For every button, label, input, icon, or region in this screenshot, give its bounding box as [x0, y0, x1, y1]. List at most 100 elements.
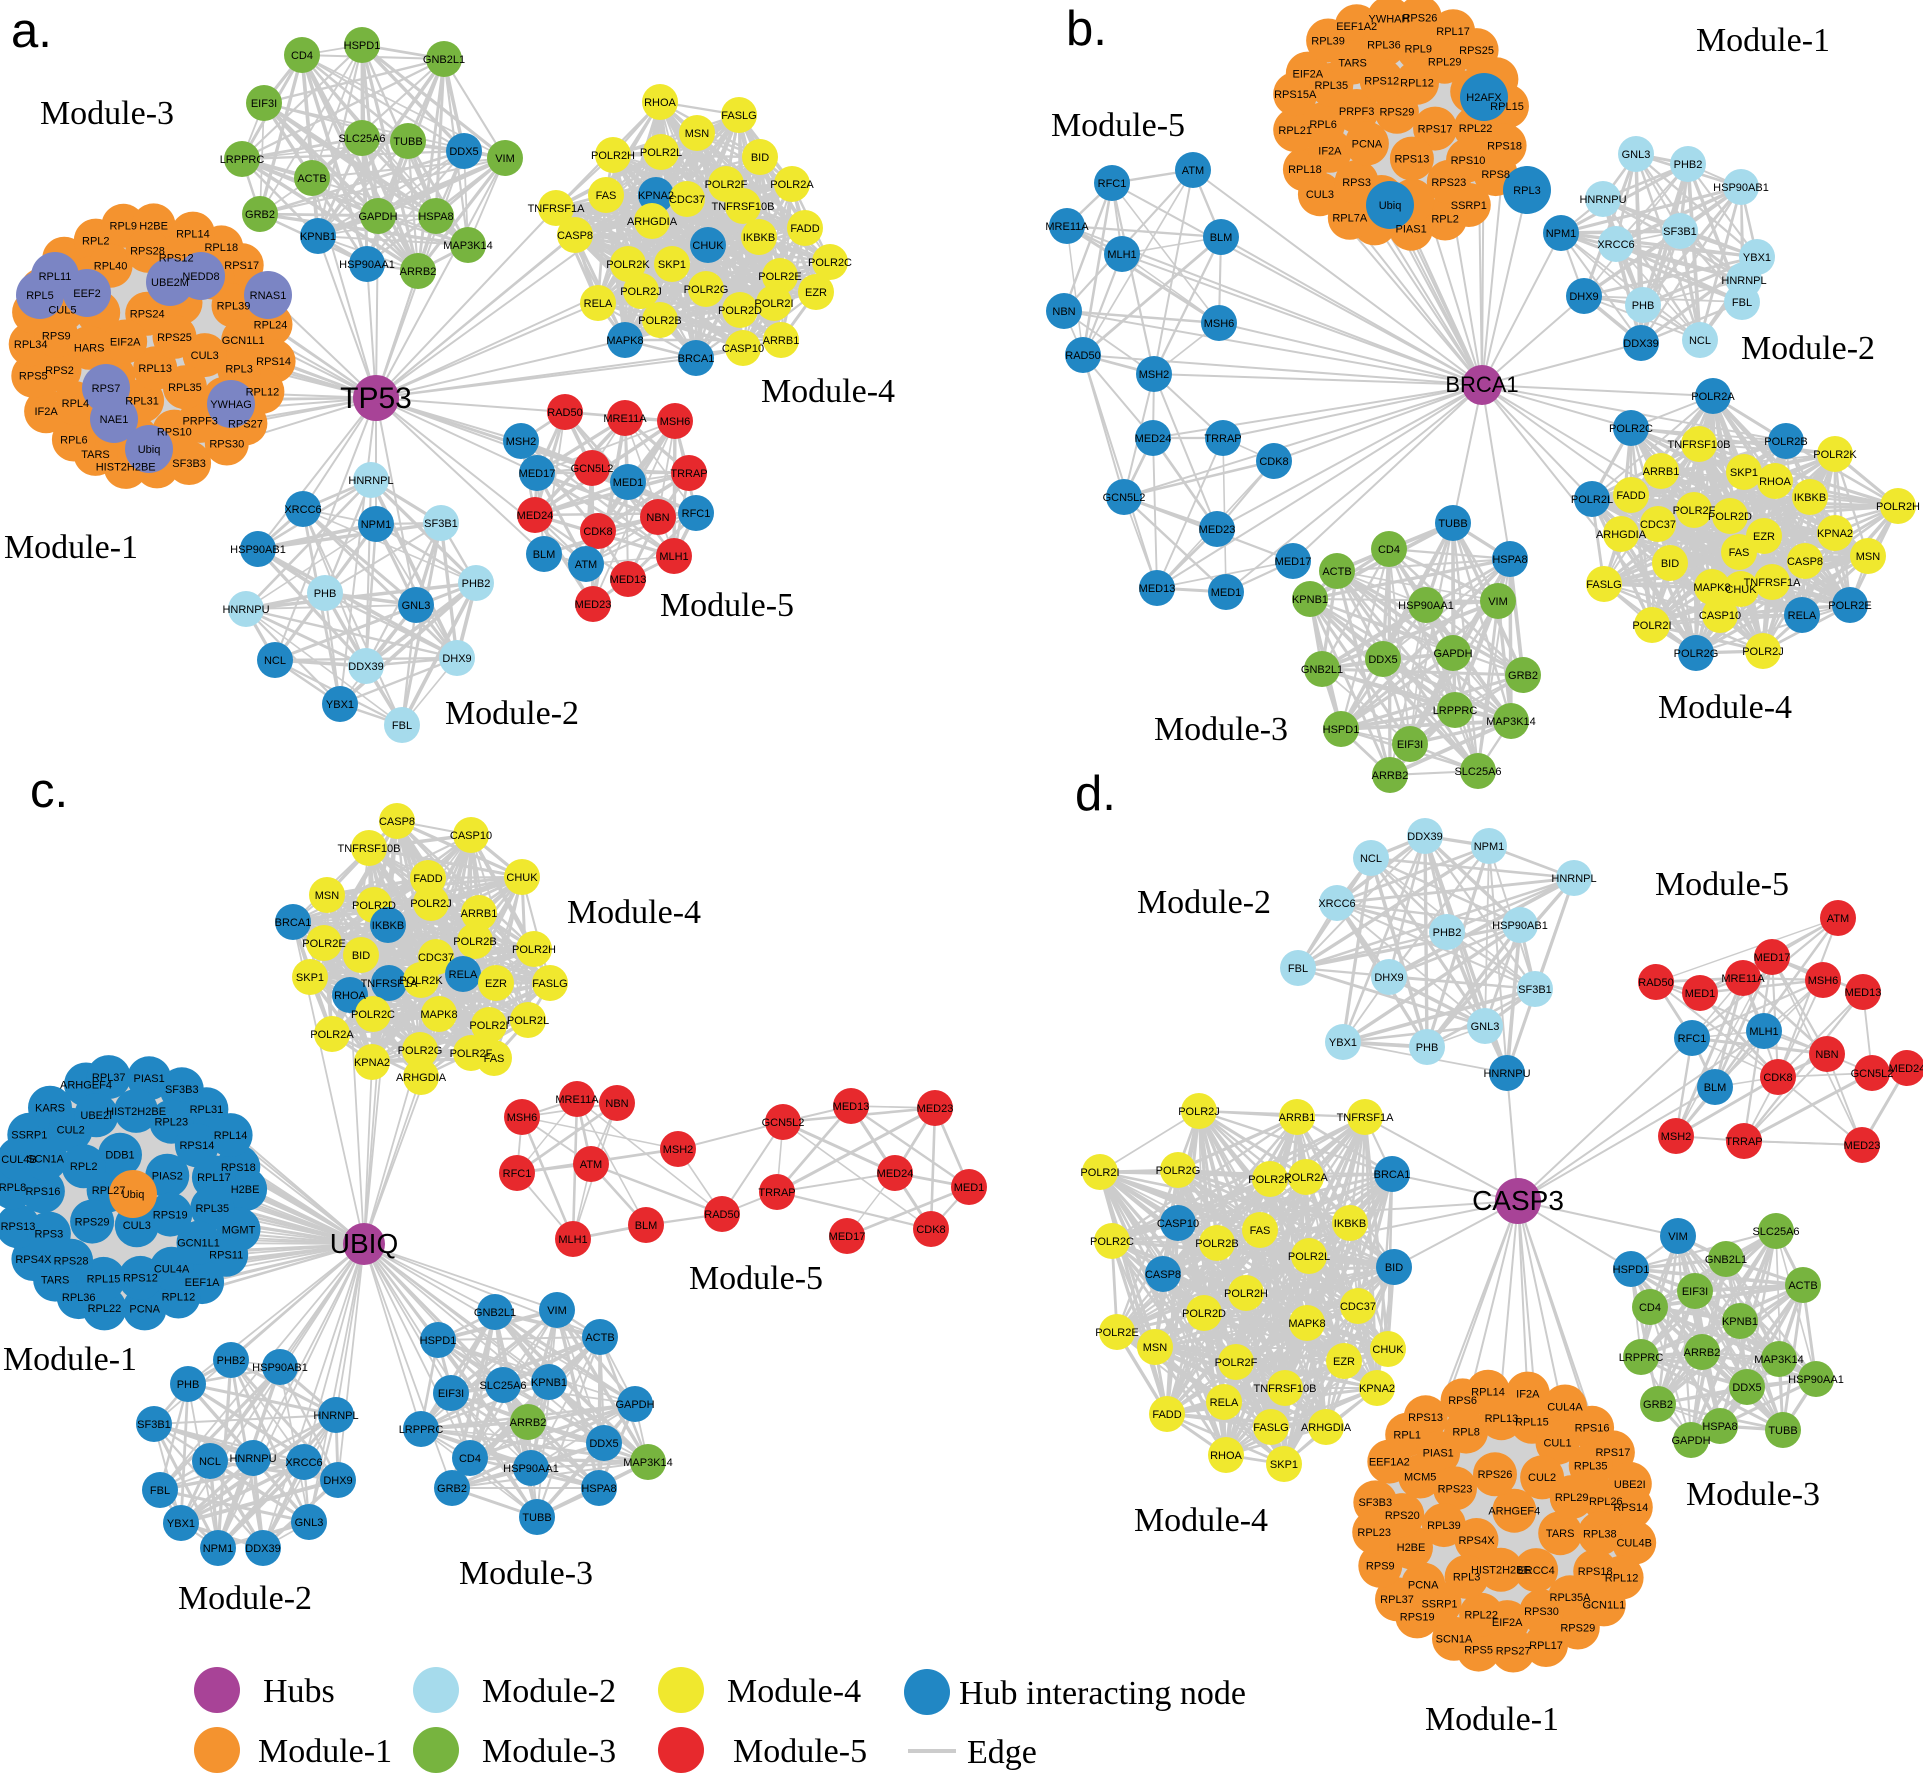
svg-text:SSRP1: SSRP1	[11, 1130, 47, 1142]
svg-text:RPL6: RPL6	[1309, 119, 1337, 131]
svg-text:POLR2I: POLR2I	[1632, 620, 1671, 632]
svg-text:POLR2G: POLR2G	[1674, 648, 1719, 660]
svg-text:MSH6: MSH6	[1204, 318, 1235, 330]
svg-text:NPM1: NPM1	[1474, 841, 1505, 853]
svg-text:GNB2L1: GNB2L1	[423, 54, 465, 66]
svg-text:KPNA2: KPNA2	[354, 1057, 390, 1069]
svg-text:EZR: EZR	[1753, 531, 1775, 543]
svg-text:SSRP1: SSRP1	[1421, 1598, 1457, 1610]
svg-text:MSN: MSN	[315, 890, 340, 902]
svg-text:MED23: MED23	[1199, 524, 1236, 536]
svg-text:DDX39: DDX39	[1623, 338, 1658, 350]
svg-text:RPL17: RPL17	[1436, 26, 1470, 38]
svg-text:RFC1: RFC1	[1098, 178, 1127, 190]
svg-text:MED17: MED17	[519, 468, 556, 480]
svg-text:POLR2J: POLR2J	[1742, 646, 1784, 658]
svg-text:CDK8: CDK8	[1763, 1072, 1792, 1084]
svg-text:GCN1L1: GCN1L1	[177, 1238, 220, 1250]
svg-text:GNL3: GNL3	[1471, 1021, 1500, 1033]
svg-text:HNRNPL: HNRNPL	[1551, 873, 1596, 885]
svg-text:POLR2L: POLR2L	[1288, 1251, 1330, 1263]
svg-text:CHUK: CHUK	[1372, 1344, 1404, 1356]
svg-text:GNL3: GNL3	[402, 600, 431, 612]
svg-text:VIM: VIM	[1488, 596, 1508, 608]
svg-text:POLR2E: POLR2E	[758, 271, 801, 283]
svg-text:RPL3: RPL3	[1453, 1572, 1481, 1584]
svg-text:POLR2E: POLR2E	[1828, 600, 1871, 612]
svg-text:PHB: PHB	[1632, 300, 1655, 312]
svg-text:NPM1: NPM1	[1546, 228, 1577, 240]
svg-text:DDX5: DDX5	[1732, 1382, 1761, 1394]
svg-text:FAS: FAS	[484, 1053, 505, 1065]
svg-text:IF2A: IF2A	[1318, 146, 1342, 158]
svg-text:BID: BID	[352, 950, 370, 962]
svg-text:PHB2: PHB2	[1433, 927, 1462, 939]
svg-text:MED23: MED23	[575, 599, 612, 611]
svg-text:Module-2: Module-2	[445, 695, 579, 732]
svg-text:H2BE: H2BE	[1397, 1542, 1426, 1554]
svg-text:POLR2K: POLR2K	[1248, 1174, 1292, 1186]
svg-text:ATM: ATM	[1827, 913, 1849, 925]
svg-text:POLR2E: POLR2E	[302, 938, 345, 950]
svg-text:TNFRSF10B: TNFRSF10B	[1254, 1383, 1317, 1395]
svg-text:PIAS1: PIAS1	[134, 1073, 165, 1085]
svg-text:POLR2K: POLR2K	[606, 259, 650, 271]
svg-text:H2BE: H2BE	[139, 220, 168, 232]
svg-text:RELA: RELA	[1210, 1397, 1239, 1409]
svg-text:RPL15: RPL15	[87, 1274, 121, 1286]
svg-text:Ubiq: Ubiq	[122, 1189, 145, 1201]
svg-text:KPNB1: KPNB1	[531, 1377, 567, 1389]
svg-text:RPL13: RPL13	[1485, 1413, 1519, 1425]
svg-text:FASLG: FASLG	[532, 978, 567, 990]
svg-text:Module-3: Module-3	[482, 1733, 616, 1770]
svg-text:RPL3: RPL3	[225, 364, 253, 376]
svg-text:FBL: FBL	[1732, 297, 1752, 309]
svg-text:POLR2C: POLR2C	[1609, 423, 1653, 435]
svg-text:RPS25: RPS25	[157, 332, 192, 344]
svg-text:DHX9: DHX9	[1374, 972, 1403, 984]
svg-text:CD4: CD4	[1378, 544, 1400, 556]
svg-text:NCL: NCL	[1689, 335, 1711, 347]
svg-text:MAPK8: MAPK8	[420, 1009, 457, 1021]
svg-text:BRCA1: BRCA1	[678, 353, 715, 365]
svg-text:IF2A: IF2A	[1516, 1388, 1540, 1400]
svg-text:YBX1: YBX1	[167, 1518, 195, 1530]
svg-text:EIF2A: EIF2A	[1492, 1617, 1523, 1629]
svg-text:RPL12: RPL12	[1400, 78, 1434, 90]
svg-text:BLM: BLM	[1210, 232, 1233, 244]
svg-text:RHOA: RHOA	[1210, 1450, 1242, 1462]
svg-text:FBL: FBL	[392, 720, 412, 732]
svg-text:NBN: NBN	[605, 1098, 628, 1110]
svg-text:RPL31: RPL31	[190, 1104, 224, 1116]
svg-text:EIF3I: EIF3I	[1682, 1286, 1708, 1298]
svg-text:XRCC6: XRCC6	[285, 1457, 322, 1469]
svg-text:RPL22: RPL22	[88, 1303, 122, 1315]
svg-text:RPL15: RPL15	[1490, 101, 1524, 113]
svg-text:RPS3: RPS3	[35, 1228, 64, 1240]
svg-text:Module-5: Module-5	[1051, 107, 1185, 144]
svg-text:MAP3K14: MAP3K14	[1754, 1354, 1804, 1366]
svg-text:FBL: FBL	[150, 1485, 170, 1497]
svg-text:HNRNPL: HNRNPL	[1721, 275, 1766, 287]
svg-text:TUBB: TUBB	[1768, 1425, 1797, 1437]
svg-text:RPL34: RPL34	[14, 339, 48, 351]
svg-text:RPL40: RPL40	[94, 261, 128, 273]
svg-text:CHUK: CHUK	[692, 240, 724, 252]
svg-text:RPL4: RPL4	[62, 398, 90, 410]
svg-text:MED1: MED1	[954, 1182, 985, 1194]
svg-text:MED1: MED1	[1685, 988, 1716, 1000]
svg-text:CUL2: CUL2	[1528, 1472, 1556, 1484]
svg-text:HSPD1: HSPD1	[1323, 724, 1360, 736]
svg-text:MED1: MED1	[613, 477, 644, 489]
svg-text:RPS16: RPS16	[25, 1186, 60, 1198]
svg-text:RPL13: RPL13	[138, 363, 172, 375]
svg-text:RPS26: RPS26	[1402, 13, 1437, 25]
svg-text:Module-4: Module-4	[727, 1673, 861, 1710]
svg-text:RPS26: RPS26	[1478, 1469, 1513, 1481]
svg-text:TNFRSF1A: TNFRSF1A	[1744, 577, 1802, 589]
svg-text:HSP90AA1: HSP90AA1	[1398, 600, 1454, 612]
svg-text:TARS: TARS	[1338, 58, 1367, 70]
svg-text:ACTB: ACTB	[297, 173, 326, 185]
svg-text:POLR2D: POLR2D	[1708, 511, 1752, 523]
svg-text:GNL3: GNL3	[295, 1517, 324, 1529]
